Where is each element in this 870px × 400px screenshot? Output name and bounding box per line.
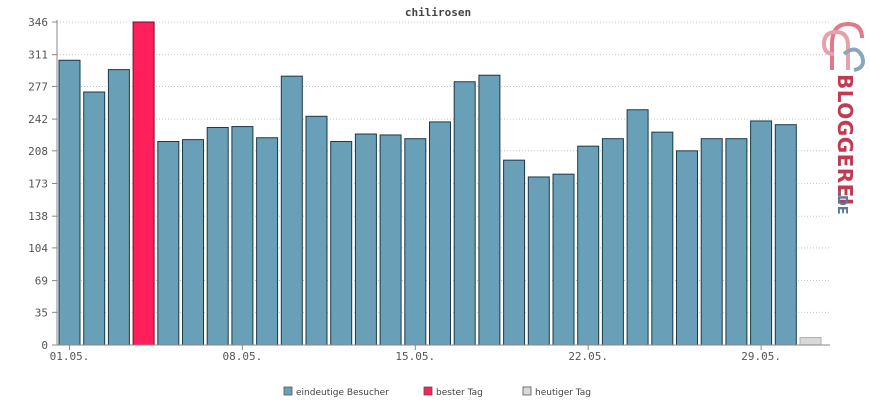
bar bbox=[676, 150, 698, 346]
bar bbox=[601, 138, 624, 346]
axes bbox=[56, 20, 830, 346]
y-tick-label: 173 bbox=[28, 178, 48, 191]
y-tick-label: 346 bbox=[28, 16, 48, 29]
bar bbox=[354, 133, 377, 346]
bar bbox=[379, 134, 402, 346]
x-tick-label: 22.05. bbox=[568, 350, 608, 363]
y-tick-label: 311 bbox=[28, 49, 48, 62]
bar bbox=[552, 173, 575, 346]
bar bbox=[750, 120, 773, 346]
bar-best-day bbox=[132, 21, 155, 346]
y-tick-label: 104 bbox=[28, 242, 48, 255]
x-axis-ticks: 01.05. 08.05. 15.05. 22.05. 29.05. bbox=[50, 345, 781, 363]
x-tick-label: 15.05. bbox=[395, 350, 435, 363]
legend-swatch bbox=[423, 386, 433, 396]
y-tick-label: 277 bbox=[28, 80, 48, 93]
bar bbox=[107, 69, 130, 346]
bar bbox=[478, 74, 501, 346]
legend-swatch bbox=[522, 386, 532, 396]
x-tick-label: 29.05. bbox=[741, 350, 781, 363]
bar bbox=[256, 137, 279, 346]
bar bbox=[280, 75, 303, 346]
bar bbox=[725, 138, 748, 346]
bar bbox=[651, 131, 674, 346]
bar bbox=[577, 145, 600, 346]
legend: eindeutige Besucher bester Tag heutiger Ta… bbox=[283, 386, 591, 398]
bar bbox=[626, 109, 649, 346]
bar bbox=[231, 126, 254, 346]
y-tick-label: 35 bbox=[35, 306, 48, 319]
bar bbox=[206, 126, 229, 346]
bar bbox=[83, 91, 106, 346]
y-tick-label: 138 bbox=[28, 210, 48, 223]
y-axis-ticks: 0 35 69 104 138 173 208 242 277 311 346 bbox=[28, 16, 57, 352]
bar bbox=[305, 115, 328, 346]
bar bbox=[404, 138, 427, 346]
bar bbox=[58, 59, 81, 346]
bar bbox=[182, 139, 204, 346]
bar bbox=[527, 176, 550, 346]
bar bbox=[503, 159, 526, 346]
x-tick-label: 08.05. bbox=[223, 350, 263, 363]
bar bbox=[157, 140, 180, 346]
bar bbox=[453, 81, 476, 346]
legend-label: heutiger Tag bbox=[535, 388, 591, 398]
legend-label: bester Tag bbox=[436, 388, 483, 398]
x-tick-label: 01.05. bbox=[50, 350, 90, 363]
legend-swatch bbox=[283, 386, 293, 396]
chart-title: chilirosen bbox=[405, 6, 471, 19]
y-tick-label: 0 bbox=[41, 339, 48, 352]
logo-text: BLOGGEREI bbox=[833, 74, 857, 206]
logo-suffix: .DE bbox=[834, 190, 849, 215]
bar bbox=[774, 124, 797, 346]
bloggerei-logo: BLOGGEREI .DE bbox=[821, 21, 865, 215]
y-tick-label: 69 bbox=[35, 275, 48, 288]
y-tick-label: 242 bbox=[28, 113, 48, 126]
bar-series bbox=[58, 21, 822, 346]
legend-label: eindeutige Besucher bbox=[296, 388, 389, 398]
logo-icon bbox=[821, 21, 865, 72]
bar bbox=[429, 121, 451, 346]
y-tick-label: 208 bbox=[28, 145, 48, 158]
bar bbox=[700, 138, 723, 346]
bar-today bbox=[799, 337, 822, 346]
bar bbox=[330, 140, 353, 346]
